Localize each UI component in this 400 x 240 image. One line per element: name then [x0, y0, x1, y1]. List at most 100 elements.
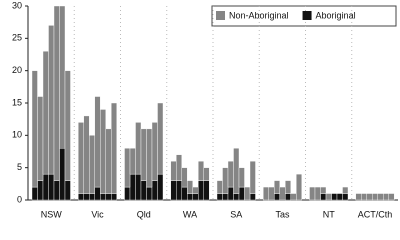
bar-segment: [285, 193, 291, 201]
bar-segment: [31, 186, 38, 201]
bar-segment: [320, 186, 327, 194]
bar-segment: [42, 173, 49, 201]
bar-segment: [140, 128, 147, 181]
bar-segment: [111, 102, 117, 194]
bar-segment: [59, 5, 66, 149]
bar-segment: [331, 193, 338, 201]
bar-segment: [181, 167, 188, 188]
bar-segment: [105, 193, 112, 201]
y-tick-label: 10: [12, 130, 22, 140]
x-tick-label: NT: [323, 209, 335, 219]
bar-segment: [274, 180, 280, 194]
bar-segment: [83, 193, 90, 201]
x-tick-label: NSW: [41, 209, 63, 219]
bar-segment: [198, 180, 204, 201]
bar-segment: [192, 186, 199, 194]
bar-segment: [170, 160, 177, 181]
bar-segment: [78, 122, 84, 194]
bar-segment: [151, 122, 158, 181]
bar-segment: [124, 148, 131, 188]
bar-segment: [157, 102, 164, 175]
bar-segment: [238, 186, 245, 201]
bar-segment: [325, 193, 332, 201]
bar-segment: [140, 180, 147, 201]
bar-segment: [111, 193, 117, 201]
bar-segment: [176, 154, 182, 181]
bar-segment: [233, 193, 240, 201]
bar-segment: [249, 193, 256, 201]
bar-segment: [285, 180, 291, 194]
bar-segment: [157, 173, 164, 201]
bar-segment: [372, 193, 378, 201]
bar-segment: [192, 193, 199, 201]
x-tick-label: Vic: [91, 209, 104, 219]
bar-segment: [129, 173, 136, 201]
bar-segment: [94, 186, 101, 201]
bar-segment: [176, 180, 182, 201]
bar-segment: [129, 148, 136, 175]
bar-segment: [170, 180, 177, 201]
x-tick-label: SA: [230, 209, 242, 219]
bar-segment: [198, 160, 204, 181]
bar-segment: [64, 180, 71, 201]
bar-segment: [135, 122, 142, 175]
bar-segment: [342, 186, 349, 194]
bar-segment: [355, 193, 362, 201]
bar-segment: [336, 193, 343, 201]
bar-segment: [53, 180, 60, 201]
bar-segment: [263, 186, 269, 201]
bar-segment: [124, 186, 131, 201]
bar-segment: [48, 25, 55, 175]
bar-segment: [94, 96, 101, 188]
chart: 0 5 10 15 20 25 30 NSW Vic Qld WA SA Tas NT ACT/Cth Non…: [12, 0, 398, 219]
bar-segment: [244, 186, 251, 201]
bar-segment: [222, 193, 229, 201]
legend-label: Non-Aboriginal: [229, 10, 289, 20]
bar-segment: [366, 193, 373, 201]
bar-segment: [37, 96, 44, 181]
y-tick-label: 5: [17, 162, 22, 172]
bar-segment: [31, 70, 38, 188]
legend-swatch: [216, 11, 225, 20]
bar-segment: [146, 128, 153, 188]
bar-segment: [383, 193, 389, 201]
bar-segment: [89, 135, 95, 194]
bar-segment: [238, 167, 245, 188]
bar-segment: [59, 148, 66, 201]
x-tick-label: ACT/Cth: [358, 209, 393, 219]
bar-segment: [37, 180, 44, 201]
bar-segment: [151, 180, 158, 201]
bar-segment: [187, 180, 193, 194]
bar-segment: [48, 173, 55, 201]
bar-segment: [89, 193, 95, 201]
bar-segment: [83, 115, 90, 194]
legend-label: Aboriginal: [316, 10, 356, 20]
bar-segment: [361, 193, 367, 201]
y-tick-label: 15: [12, 97, 22, 107]
bar-segment: [105, 128, 112, 194]
bar-segment: [216, 180, 223, 194]
bar-segment: [222, 167, 229, 194]
bar-segment: [64, 70, 71, 181]
bar-segment: [78, 193, 84, 201]
y-tick-label: 25: [12, 33, 22, 43]
page: {"chart_data": {"type": "bar", "stacked"…: [11, 0, 398, 220]
bar-segment: [290, 193, 297, 201]
bar-segment: [146, 186, 153, 201]
x-tick-label: WA: [183, 209, 197, 219]
bar-segment: [274, 193, 280, 201]
bar-segment: [249, 160, 256, 194]
bar-segment: [187, 193, 193, 201]
bar-segment: [268, 186, 275, 201]
bar-segment: [233, 148, 240, 194]
y-tick-label: 30: [12, 0, 22, 10]
bar-segment: [203, 180, 210, 201]
bar-segment: [388, 193, 395, 201]
bar-segment: [296, 173, 302, 201]
bar-segment: [314, 186, 321, 201]
legend-swatch: [302, 11, 312, 20]
bar-segment: [216, 193, 223, 201]
bar-segment: [53, 5, 60, 181]
y-tick-label: 20: [12, 65, 22, 75]
bar-segment: [203, 167, 210, 181]
